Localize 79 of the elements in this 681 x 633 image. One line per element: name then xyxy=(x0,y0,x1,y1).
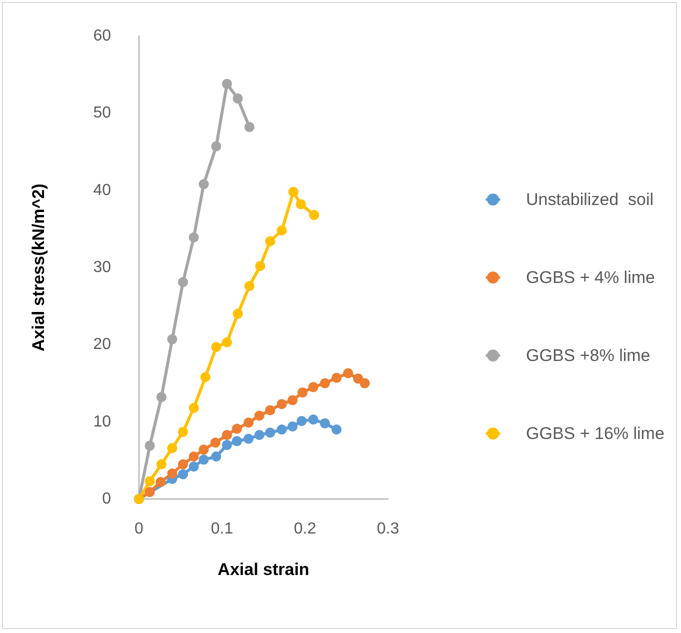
point xyxy=(156,459,166,470)
y-tick-label: 30 xyxy=(93,259,112,276)
point xyxy=(188,402,199,413)
point xyxy=(244,434,254,444)
point xyxy=(332,424,342,435)
y-tick-label: 60 xyxy=(93,28,112,44)
point xyxy=(296,199,306,210)
point xyxy=(254,430,264,440)
legend-label: GGBS +8% lime xyxy=(526,346,650,365)
point xyxy=(144,476,155,486)
point xyxy=(296,416,307,426)
point xyxy=(276,225,287,236)
point xyxy=(244,281,254,292)
point xyxy=(198,454,209,465)
point xyxy=(288,395,298,406)
point xyxy=(320,418,330,428)
point xyxy=(156,392,166,402)
legend-label: GGBS + 16% lime xyxy=(526,424,664,443)
point xyxy=(167,468,178,479)
point xyxy=(188,232,199,242)
point xyxy=(320,378,330,388)
y-tick-label: 40 xyxy=(93,182,112,199)
point xyxy=(144,487,155,498)
legend-label: GGBS + 4% lime xyxy=(526,268,655,287)
point xyxy=(188,452,199,462)
x-tick-label: 0 xyxy=(134,520,144,538)
point xyxy=(232,308,243,319)
point xyxy=(144,440,155,451)
y-tick-label: 10 xyxy=(93,413,112,430)
point xyxy=(332,372,342,383)
point xyxy=(244,418,254,428)
point xyxy=(222,430,232,440)
point xyxy=(288,186,298,197)
point xyxy=(167,443,178,454)
point xyxy=(360,378,370,388)
point xyxy=(254,410,264,421)
point xyxy=(276,399,287,410)
point xyxy=(222,78,232,89)
y-tick-label: 50 xyxy=(93,104,112,122)
point xyxy=(232,436,242,446)
point xyxy=(265,428,276,438)
point xyxy=(167,334,178,344)
point xyxy=(343,368,354,378)
point xyxy=(178,459,188,470)
point xyxy=(178,426,188,437)
point xyxy=(156,477,166,488)
point xyxy=(288,421,298,432)
point xyxy=(178,469,188,480)
point xyxy=(188,462,199,472)
point xyxy=(222,337,232,348)
y-tick-label: 20 xyxy=(93,336,112,354)
point xyxy=(232,424,242,434)
x-tick-label: 0.3 xyxy=(376,520,400,538)
point xyxy=(211,141,222,152)
point xyxy=(198,179,209,190)
y-axis-title: Axial stress(kN/m^2) xyxy=(29,184,48,352)
point xyxy=(210,438,220,448)
x-tick-label: 0.1 xyxy=(210,520,234,538)
point xyxy=(211,342,222,352)
x-tick-label: 0.2 xyxy=(294,520,316,538)
point xyxy=(276,424,287,435)
y-tick-label: 0 xyxy=(102,490,112,508)
point xyxy=(211,452,222,462)
point xyxy=(178,277,188,288)
point xyxy=(232,94,243,104)
point xyxy=(198,444,209,455)
point xyxy=(308,414,318,425)
point xyxy=(200,372,210,382)
point xyxy=(298,388,308,398)
point xyxy=(265,405,276,416)
point xyxy=(353,374,364,384)
point xyxy=(244,122,254,132)
point xyxy=(222,440,232,450)
point xyxy=(265,236,276,246)
point xyxy=(309,210,320,220)
point xyxy=(255,260,266,271)
x-axis-title: Axial strain xyxy=(218,560,310,579)
legend-label: Unstabilized soil xyxy=(526,190,654,209)
point xyxy=(308,382,318,392)
